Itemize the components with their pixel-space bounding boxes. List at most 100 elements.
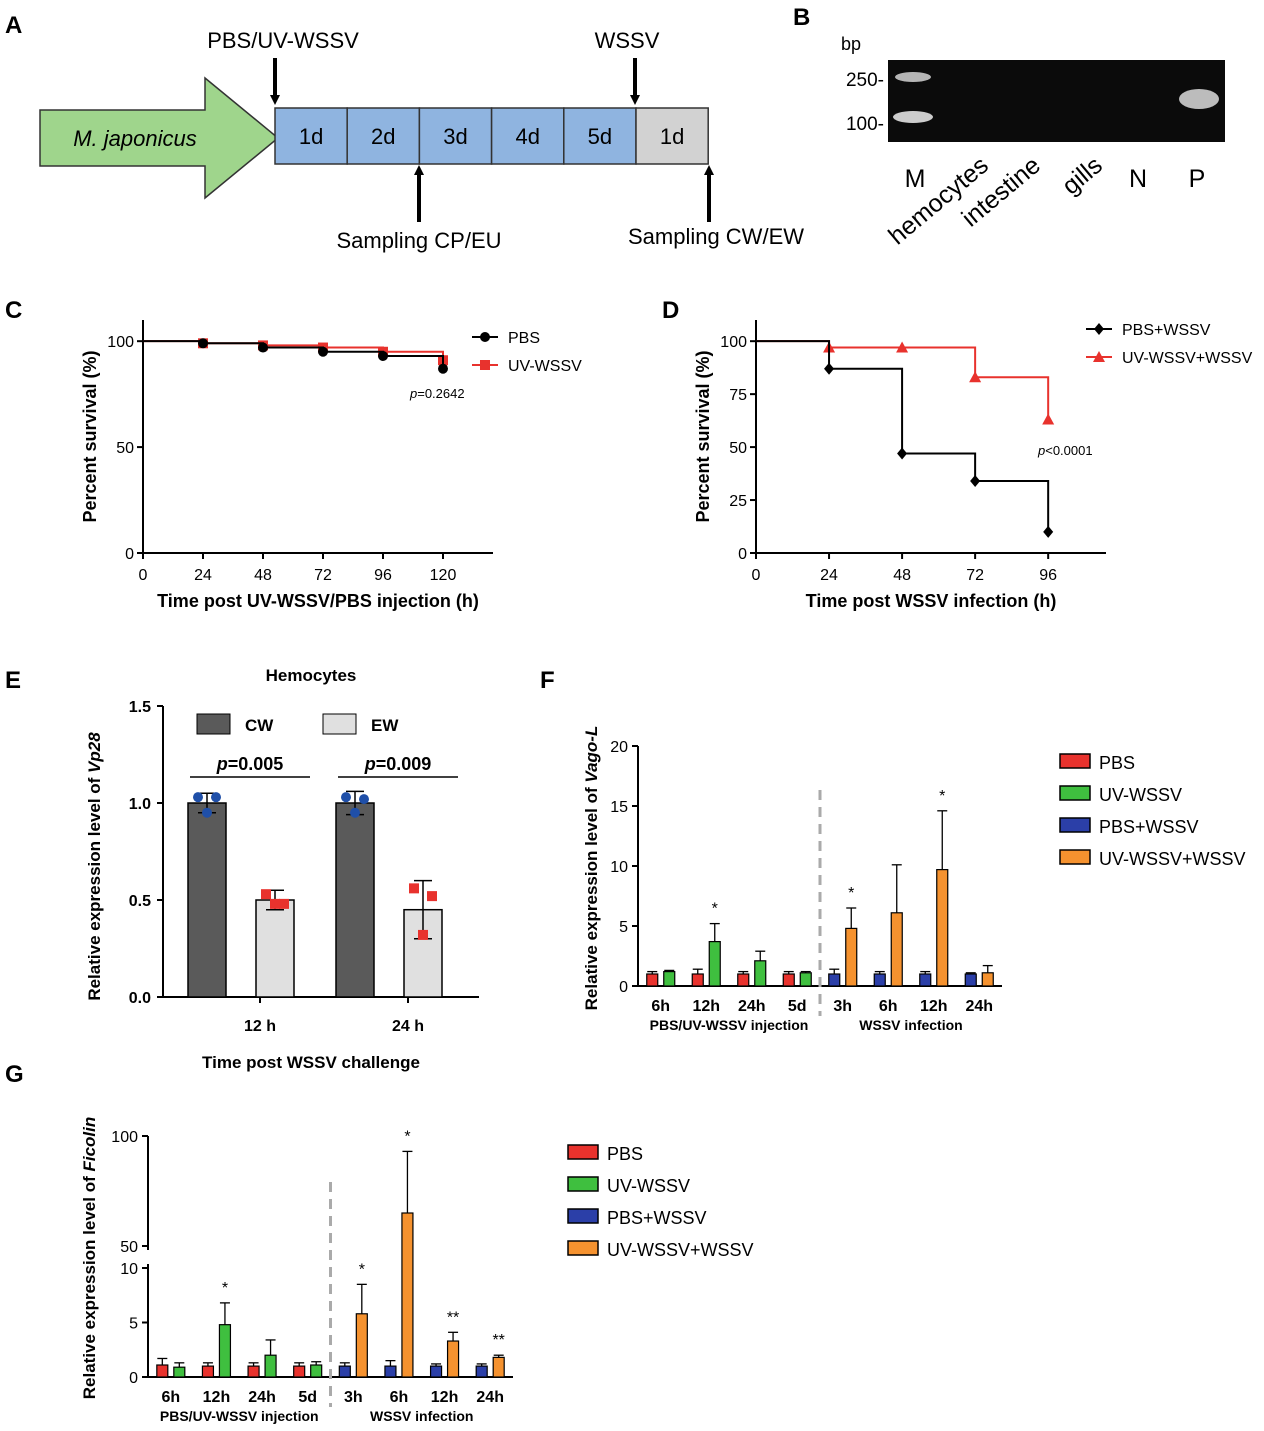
survival-line-UV-WSSV — [143, 340, 444, 361]
panel-label-g: G — [5, 1061, 24, 1088]
x-tick-label: 120 — [430, 567, 457, 584]
y-tick-label: 75 — [729, 387, 747, 404]
p-value: p=0.2642 — [409, 386, 465, 401]
x-tick-label: 24 — [194, 567, 212, 584]
panel-e-vp28-chart: 0.0 0.5 1.0 1.5 Hemocytes Time post WSSV chal… — [85, 666, 479, 1072]
legend-label-UV-WSSV+WSSV: UV-WSSV+WSSV — [607, 1240, 754, 1260]
gel-image — [888, 60, 1225, 142]
legend-label-PBS+WSSV: PBS+WSSV — [1099, 817, 1199, 837]
panel-f-vago-chart: 0 5 10 15 20 6h 12h * 24h 5d 3h * 6h 12h * 24h PBS/UV-WS… — [582, 726, 1246, 1033]
replicate-point — [261, 889, 271, 900]
bar-control-24h — [247, 1365, 260, 1378]
y-tick-label: 0 — [619, 979, 628, 996]
y-tick-label: 50 — [729, 440, 747, 457]
legend-swatch-UV-WSSV — [567, 1176, 599, 1192]
post-challenge-box — [635, 107, 709, 165]
bar-treatment-12h — [446, 1340, 460, 1378]
replicate-point — [193, 792, 203, 803]
x-axis-title: Time post WSSV infection (h) — [806, 591, 1057, 611]
y-axis-title: Relative expression level of Vp28 — [85, 732, 104, 1001]
y-tick-label: 0 — [738, 546, 747, 563]
y-tick-label: 1.5 — [129, 699, 151, 716]
sampling-label-1: Sampling CP/EU — [336, 228, 501, 253]
legend-label-CW: CW — [245, 716, 274, 735]
replicate-point — [279, 898, 289, 909]
group-label-injection: PBS/UV-WSSV injection — [160, 1408, 319, 1424]
x-tick-label: 5d — [298, 1389, 317, 1406]
y-tick-label: 10 — [610, 859, 628, 876]
ladder-label-250: 250- — [846, 70, 884, 91]
bar-control-24h — [475, 1365, 488, 1378]
bar-control-5d — [782, 973, 795, 987]
y-tick-label: 100 — [107, 334, 134, 351]
replicate-point — [427, 891, 437, 902]
axis-break — [140, 1250, 156, 1264]
bar-treatment-3h — [355, 1313, 368, 1378]
y-tick-label: 50 — [116, 440, 134, 457]
day-boxes: 1d 2d 3d 4d 5d 1d — [274, 107, 709, 165]
data-point-UV-WSSV+WSSV — [969, 371, 982, 383]
challenge-label: WSSV — [595, 28, 660, 53]
bar-control-6h — [384, 1365, 397, 1378]
panel-d-survival-chart: 0 25 50 75 100 0 24 48 72 96 Time post WSSV infect… — [693, 320, 1253, 611]
legend-label-UV-WSSV+WSSV: UV-WSSV+WSSV — [1099, 849, 1246, 869]
legend-label-EW: EW — [371, 716, 399, 735]
day-label-1: 1d — [299, 124, 323, 149]
bar-EW-12 h — [255, 899, 295, 998]
panel-b-gel: bp 250- 100- M hemocytes intestine gills… — [841, 34, 1225, 250]
bar-treatment-5d — [310, 1364, 323, 1378]
bar-treatment-24h — [492, 1356, 505, 1378]
x-tick-label: 24 — [820, 567, 838, 584]
legend-swatch-PBS+WSSV — [1059, 817, 1091, 833]
sampling-label-2: Sampling CW/EW — [628, 224, 804, 249]
x-tick-label: 72 — [314, 567, 332, 584]
bar-treatment-12h — [708, 940, 721, 987]
legend-label-UV-WSSV: UV-WSSV — [607, 1176, 690, 1196]
x-tick-label: 72 — [966, 567, 984, 584]
bar-CW-12 h — [187, 802, 227, 998]
x-tick-label: 12 h — [244, 1018, 276, 1035]
panel-label-f: F — [540, 667, 555, 694]
panel-label-e: E — [5, 667, 21, 694]
panel-a-timeline: M. japonicus 1d 2d 3d 4d 5d 1d PBS/UV-WSSV WS… — [39, 28, 804, 253]
replicate-point — [409, 883, 419, 894]
legend-label-PBS: PBS — [508, 330, 540, 347]
x-tick-label: 6h — [651, 998, 670, 1015]
bar-treatment-6h — [663, 970, 676, 987]
group-label-infection: WSSV infection — [370, 1408, 473, 1424]
day-label-2: 2d — [371, 124, 395, 149]
x-tick-label: 3h — [344, 1389, 363, 1406]
legend-marker-UV-WSSV+WSSV — [1093, 351, 1105, 362]
bar-control-12h — [429, 1365, 443, 1378]
survival-line-PBS+WSSV — [756, 340, 1050, 532]
bar-treatment-6h — [173, 1366, 186, 1378]
replicate-point — [341, 792, 351, 803]
panel-c-survival-chart: 0 50 100 0 24 48 72 96 120 Time post UV-WSSV/PBS … — [80, 320, 582, 611]
p-value-24 h: p=0.009 — [364, 754, 432, 774]
significance-mark: * — [222, 1280, 228, 1297]
positive-band — [1179, 89, 1219, 109]
data-point-PBS — [318, 346, 328, 357]
legend-swatch-EW — [322, 713, 357, 735]
injection-label: PBS/UV-WSSV — [207, 28, 359, 53]
x-tick-label: 12h — [692, 998, 720, 1015]
group-label-injection: PBS/UV-WSSV injection — [650, 1017, 809, 1033]
p-value-12 h: p=0.005 — [216, 754, 284, 774]
x-tick-label: 6h — [390, 1389, 409, 1406]
legend-swatch-UV-WSSV+WSSV — [567, 1240, 599, 1256]
bar-treatment-12h — [936, 868, 949, 987]
y-axis-title: Relative expression level of Ficolin — [80, 1117, 99, 1400]
bar-control-3h — [338, 1365, 351, 1378]
lane-label-n: N — [1129, 165, 1147, 193]
replicate-point — [202, 807, 212, 818]
bar-control-12h — [201, 1365, 215, 1378]
x-tick-label: 24 h — [392, 1018, 424, 1035]
x-tick-label: 0 — [139, 567, 148, 584]
ladder-label-100: 100- — [846, 114, 884, 135]
x-tick-label: 12h — [920, 998, 948, 1015]
x-tick-label: 0 — [752, 567, 761, 584]
x-tick-label: 96 — [374, 567, 392, 584]
bar-treatment-24h — [264, 1354, 277, 1378]
legend-label-UV-WSSV: UV-WSSV — [508, 358, 582, 375]
p-value: p<0.0001 — [1037, 443, 1093, 458]
